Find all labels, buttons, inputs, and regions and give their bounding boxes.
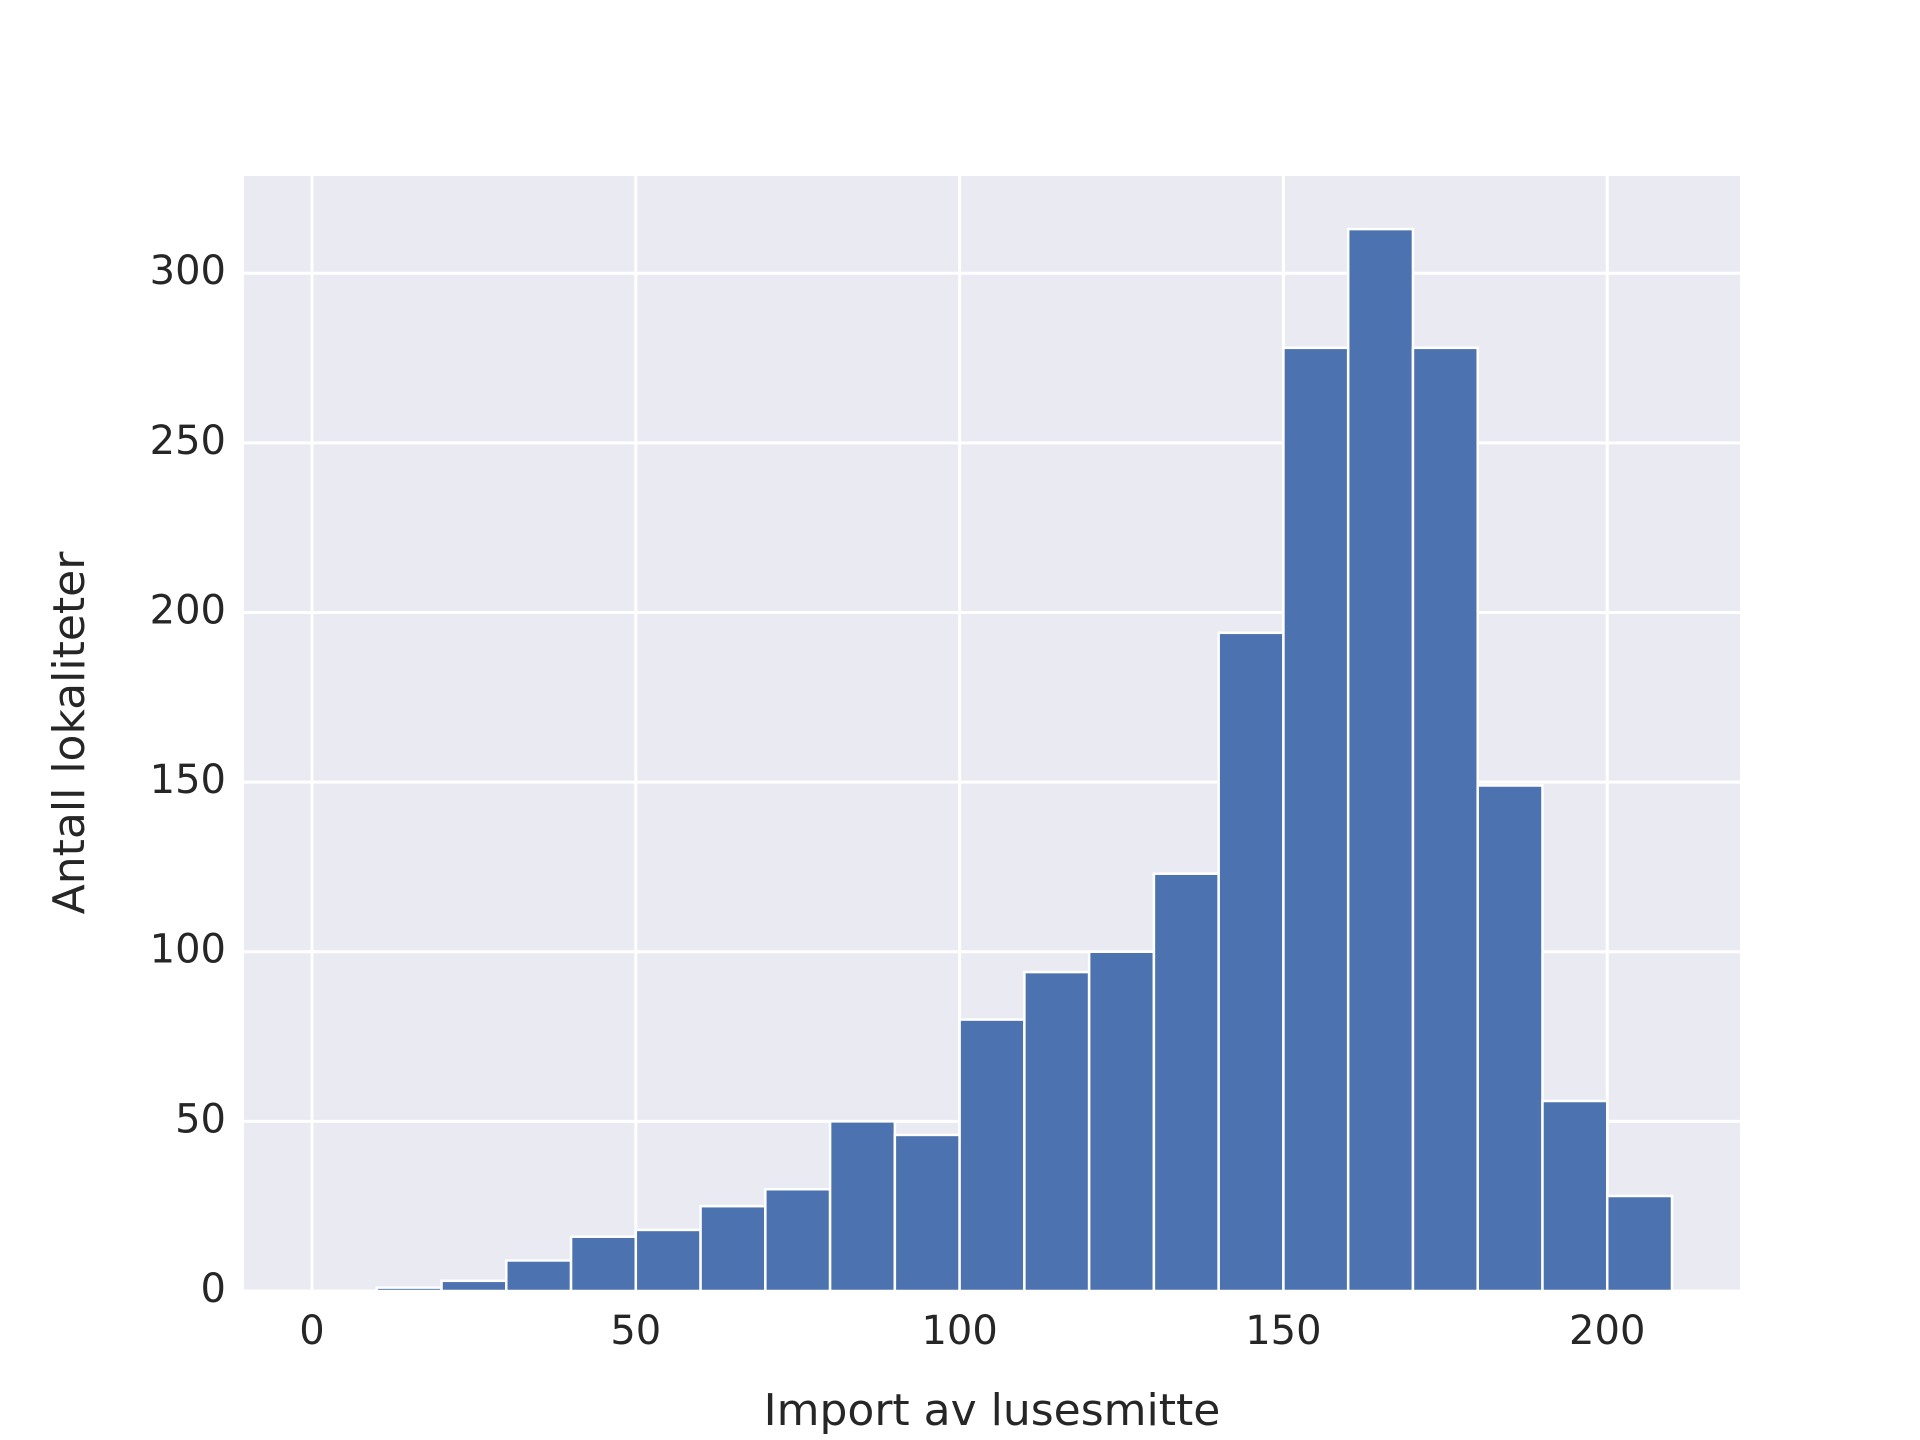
bar: [1217, 631, 1285, 1293]
y-tick-label: 200: [150, 587, 226, 633]
bar: [958, 1018, 1026, 1293]
bar: [893, 1133, 961, 1293]
y-tick-label: 300: [150, 248, 226, 294]
y-axis-label: Antall lokaliteter: [44, 551, 95, 915]
bar: [699, 1204, 767, 1293]
x-tick-label: 150: [1245, 1308, 1321, 1354]
y-tick-label: 0: [201, 1266, 226, 1312]
bar: [1023, 970, 1091, 1293]
x-tick-label: 50: [610, 1308, 661, 1354]
y-tick-label: 250: [150, 418, 226, 464]
bar: [1605, 1194, 1674, 1293]
bar: [1346, 227, 1415, 1293]
bar: [505, 1259, 573, 1293]
bar: [1541, 1099, 1609, 1293]
bar: [764, 1187, 832, 1293]
bar: [1087, 950, 1156, 1293]
x-tick-label: 200: [1569, 1308, 1645, 1354]
x-tick-label: 100: [921, 1308, 997, 1354]
y-tick-label: 100: [150, 927, 226, 973]
bar: [828, 1120, 897, 1293]
bar: [1282, 346, 1350, 1293]
y-tick-label: 50: [175, 1096, 226, 1142]
bar: [440, 1279, 508, 1293]
bar: [1152, 872, 1220, 1293]
bar: [1476, 784, 1544, 1293]
x-tick-label: 0: [299, 1308, 324, 1354]
y-tick-label: 150: [150, 757, 226, 803]
x-axis-label: Import av lusesmitte: [764, 1385, 1221, 1436]
bar: [634, 1228, 702, 1293]
bar: [1411, 346, 1479, 1293]
bar: [569, 1235, 638, 1293]
bar: [375, 1286, 443, 1293]
